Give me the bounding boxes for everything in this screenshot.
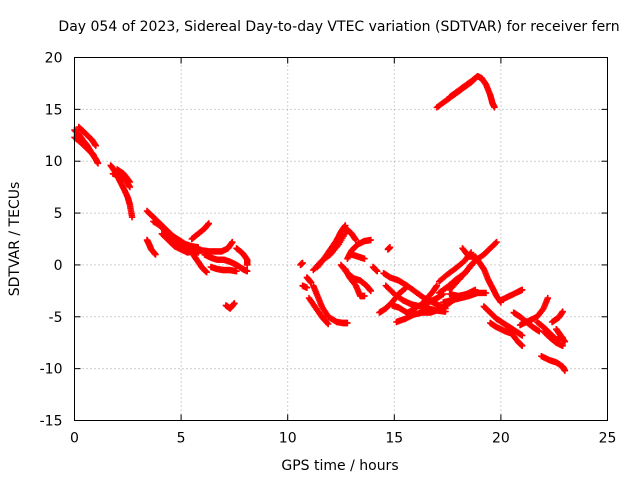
x-tick-label: 15	[385, 431, 403, 447]
y-tick-label: 5	[54, 206, 63, 222]
data-point	[89, 150, 96, 158]
data-point	[374, 268, 381, 275]
data-point	[128, 214, 136, 221]
data-point	[303, 284, 311, 291]
data-point	[244, 268, 251, 275]
chart-title: Day 054 of 2023, Sidereal Day-to-day VTE…	[58, 19, 619, 35]
axis-ticks: 0 5 10 15 20 25 -15 -10 -5 0 5 10 15 20	[40, 51, 617, 447]
x-tick-label: 0	[70, 431, 79, 447]
x-tick-label: 5	[177, 431, 186, 447]
data-point	[559, 342, 566, 349]
data-point	[442, 308, 449, 315]
data-point	[352, 236, 360, 244]
data-point	[482, 289, 490, 297]
data-point	[470, 75, 478, 83]
data-point	[367, 287, 374, 295]
data-point	[299, 259, 306, 267]
y-tick-label: 20	[45, 51, 63, 67]
data-points	[71, 73, 569, 374]
data-point	[519, 342, 526, 349]
data-point	[126, 178, 134, 186]
data-point	[472, 75, 479, 82]
x-tick-label: 25	[599, 431, 617, 447]
data-point	[361, 255, 368, 262]
data-point	[472, 286, 479, 293]
data-point	[561, 367, 569, 374]
data-point	[433, 282, 441, 289]
data-point	[233, 268, 240, 275]
plot-frame	[74, 57, 608, 421]
x-tick-label: 20	[492, 431, 510, 447]
data-point	[493, 238, 500, 246]
data-point	[325, 320, 332, 328]
data-point	[342, 222, 349, 229]
data-point	[203, 269, 210, 276]
y-tick-label: -5	[49, 310, 63, 326]
data-point	[519, 286, 526, 293]
data-point	[244, 261, 251, 269]
data-point	[229, 238, 236, 246]
y-tick-label: -15	[40, 414, 63, 430]
data-point	[125, 177, 133, 184]
data-point	[231, 300, 238, 307]
data-point	[367, 236, 374, 244]
y-tick-label: -10	[40, 362, 63, 378]
data-point	[492, 239, 499, 247]
data-point	[491, 104, 498, 111]
data-point	[92, 142, 99, 149]
data-point	[205, 220, 212, 227]
y-tick-label: 10	[45, 154, 63, 170]
data-point	[544, 294, 551, 302]
data-point	[344, 319, 351, 327]
x-tick-label: 10	[279, 431, 297, 447]
data-point	[152, 251, 159, 258]
data-point	[361, 292, 368, 300]
x-axis-label: GPS time / hours	[281, 458, 398, 474]
data-point	[324, 319, 331, 327]
y-tick-label: 0	[54, 258, 63, 274]
data-point	[519, 332, 526, 339]
data-point	[559, 308, 566, 315]
data-point	[561, 338, 569, 345]
y-tick-label: 15	[45, 102, 63, 118]
data-point	[401, 285, 409, 292]
data-point	[94, 160, 102, 167]
y-axis-label: SDTVAR / TECUs	[7, 182, 23, 297]
data-point	[386, 244, 394, 251]
data-point	[90, 151, 97, 159]
